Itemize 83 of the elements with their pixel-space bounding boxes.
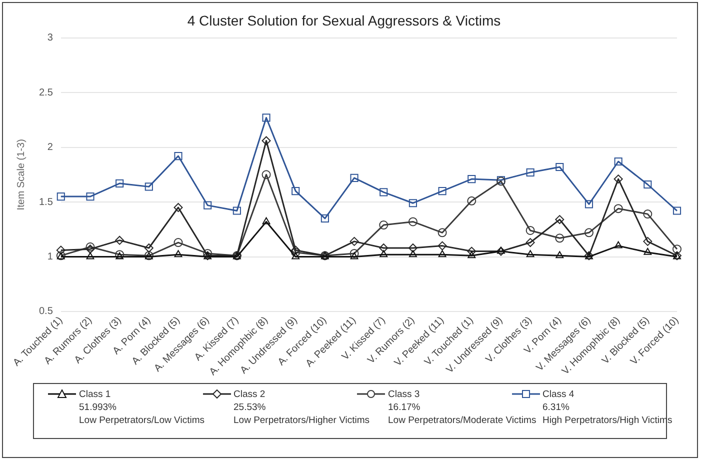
chart-title: 4 Cluster Solution for Sexual Aggressors & Victims bbox=[187, 12, 501, 28]
point bbox=[350, 248, 359, 258]
legend-label: Class 4 bbox=[542, 388, 576, 401]
point bbox=[379, 220, 388, 230]
point bbox=[556, 162, 564, 172]
point bbox=[203, 248, 212, 258]
point bbox=[174, 202, 183, 212]
point bbox=[408, 199, 417, 208]
text: Low Perpetrators/Moderate Victims bbox=[388, 414, 536, 427]
point bbox=[350, 236, 359, 246]
y-axis-title: Item Scale (1-3) bbox=[16, 139, 27, 210]
text: 6.31% bbox=[542, 401, 570, 414]
point bbox=[86, 252, 94, 260]
legend-label: Class 3 bbox=[388, 388, 421, 401]
point bbox=[204, 201, 212, 210]
point bbox=[584, 228, 594, 238]
point bbox=[408, 244, 418, 252]
point bbox=[614, 174, 623, 184]
point bbox=[643, 236, 652, 246]
point bbox=[614, 204, 623, 214]
point bbox=[467, 196, 476, 206]
point bbox=[86, 242, 95, 252]
point bbox=[144, 244, 154, 252]
point bbox=[438, 228, 447, 238]
point bbox=[526, 168, 534, 176]
y-tick-label: 1.5 bbox=[38, 196, 54, 208]
point bbox=[555, 234, 564, 243]
point bbox=[262, 136, 271, 146]
point bbox=[408, 217, 418, 226]
legend-label: Class 2 bbox=[234, 388, 266, 401]
point bbox=[115, 236, 124, 245]
y-tick-label: 0.5 bbox=[38, 306, 54, 318]
point bbox=[644, 180, 652, 189]
point bbox=[643, 210, 652, 219]
point bbox=[467, 246, 476, 256]
text: 51.993% bbox=[79, 401, 118, 414]
point bbox=[526, 226, 535, 235]
point bbox=[644, 248, 652, 255]
legend-label: Class 1 bbox=[79, 388, 112, 401]
point bbox=[438, 250, 446, 258]
text: 25.53% bbox=[234, 401, 267, 414]
point bbox=[614, 157, 622, 166]
point bbox=[379, 244, 388, 252]
y-tick-label: 2 bbox=[47, 142, 54, 154]
point bbox=[262, 217, 270, 224]
point bbox=[262, 170, 271, 180]
point bbox=[56, 192, 65, 201]
point bbox=[56, 246, 66, 255]
point bbox=[672, 206, 682, 215]
point bbox=[556, 251, 564, 258]
text: Low Perpetrators/Low Victims bbox=[79, 414, 204, 427]
point bbox=[86, 192, 94, 201]
point bbox=[144, 182, 153, 191]
y-tick-label: 1 bbox=[47, 252, 54, 263]
point bbox=[380, 250, 388, 258]
point bbox=[232, 206, 241, 215]
y-tick-label: 3 bbox=[47, 32, 54, 44]
point bbox=[86, 244, 95, 254]
y-tick-label: 2.5 bbox=[38, 87, 54, 98]
point bbox=[555, 215, 564, 224]
point bbox=[350, 174, 358, 182]
point bbox=[438, 187, 446, 196]
point bbox=[262, 114, 270, 122]
point bbox=[468, 174, 476, 184]
point bbox=[408, 250, 417, 258]
point bbox=[174, 238, 183, 248]
point bbox=[468, 251, 476, 258]
point bbox=[174, 250, 182, 258]
point bbox=[292, 187, 300, 196]
point bbox=[350, 252, 358, 260]
point bbox=[116, 179, 124, 188]
point bbox=[526, 238, 535, 248]
point bbox=[526, 250, 534, 258]
point bbox=[584, 200, 594, 208]
point bbox=[174, 152, 182, 160]
point bbox=[614, 241, 622, 248]
point bbox=[320, 214, 329, 222]
point bbox=[438, 241, 447, 250]
point bbox=[380, 188, 388, 196]
text: Low Perpetrators/Higher Victims bbox=[234, 414, 370, 427]
text: 16.17% bbox=[388, 401, 422, 414]
point bbox=[292, 252, 300, 260]
point bbox=[672, 244, 682, 254]
